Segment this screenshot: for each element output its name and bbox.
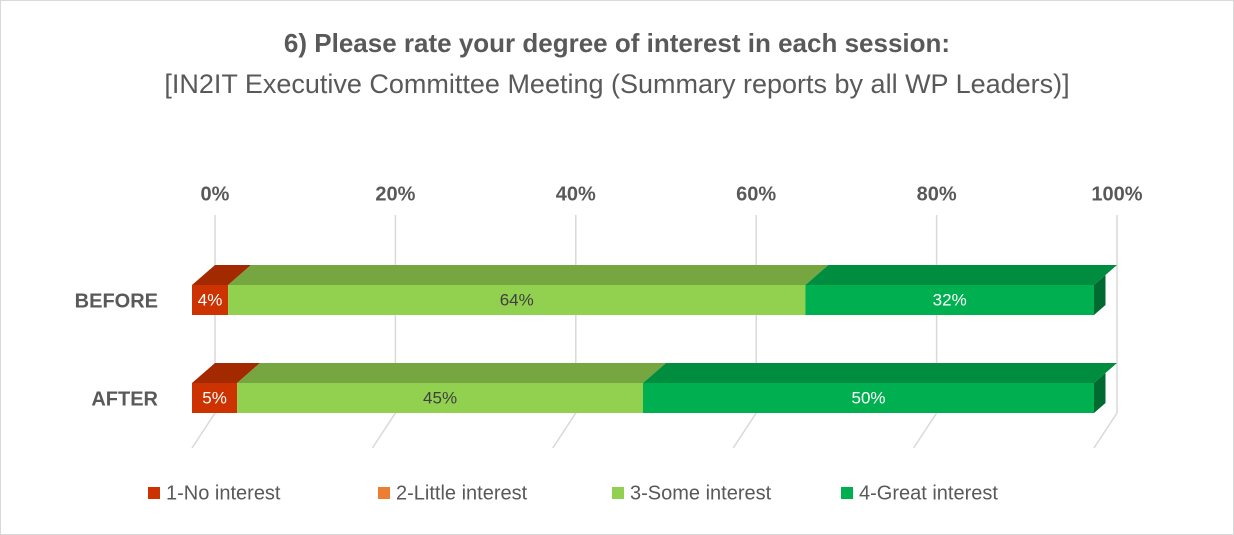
bar [805,285,1094,315]
legend-label: 3-Some interest [630,482,772,504]
bar [228,285,806,315]
bar [192,383,238,413]
data-label: 32% [933,290,967,309]
legend-label: 2-Little interest [396,482,528,504]
bar-top [192,265,252,285]
legend-swatch [841,487,853,499]
grid-line [732,215,757,449]
x-tick-label: 0% [201,183,230,205]
bar [237,383,643,413]
data-label: 50% [851,388,885,407]
data-label: 64% [500,290,534,309]
x-tick-label: 80% [917,183,957,205]
bar [192,285,229,315]
bar-top [192,363,261,383]
bar-top [805,265,1117,285]
legend-label: 1-No interest [166,482,281,504]
chart-subtitle: [IN2IT Executive Committee Meeting (Summ… [164,69,1070,99]
bar-top [643,363,1117,383]
chart-title: 6) Please rate your degree of interest i… [284,28,950,58]
x-tick-label: 40% [556,183,596,205]
grid-line [1093,215,1118,449]
legend-label: 4-Great interest [859,482,998,504]
bar-top [228,265,829,285]
bar-side [1094,373,1106,413]
x-tick-label: 100% [1091,183,1142,205]
x-tick-label: 20% [375,183,415,205]
legend-swatch [612,487,624,499]
bar-top [237,363,666,383]
bar [643,383,1094,413]
y-tick-label: AFTER [91,388,158,410]
data-label: 5% [202,388,227,407]
data-label: 4% [198,290,223,309]
grid-line [552,215,577,449]
grid-line [371,215,397,449]
x-tick-label: 60% [736,183,776,205]
y-tick-label: BEFORE [75,290,158,312]
legend-swatch [148,487,160,499]
bar-side [1094,275,1106,315]
legend-swatch [378,487,390,499]
data-label: 45% [423,388,457,407]
grid-line [912,215,938,449]
grid-line [191,215,216,449]
